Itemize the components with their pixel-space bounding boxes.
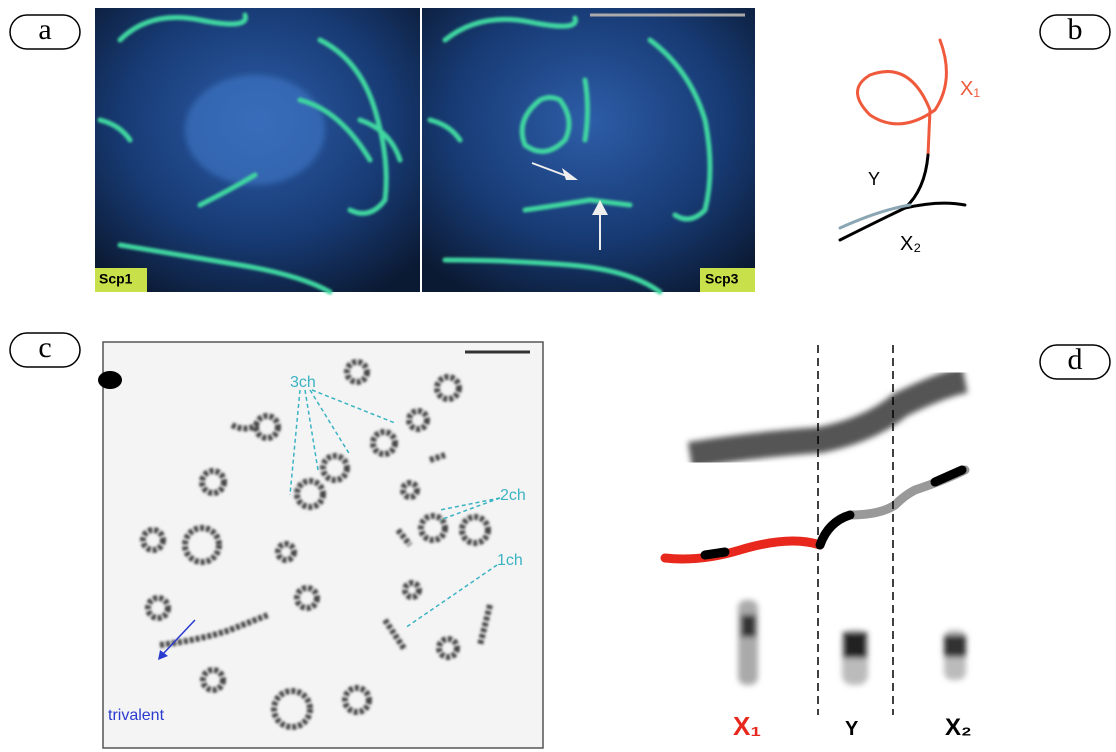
annotation: trivalent (108, 707, 165, 724)
annotation: 1ch (497, 552, 523, 569)
label-x2: X₂ (945, 714, 972, 741)
diagram-d: X₁ Y X₂ (665, 345, 972, 741)
diagram-b: X₁ Y X₂ (840, 40, 980, 255)
label-y: Y (868, 169, 880, 189)
micrograph-c: 3ch 2ch 1ch trivalent (98, 342, 543, 748)
figure: a b c d Scp1 (0, 0, 1116, 752)
label-x1: X₁ (733, 711, 761, 741)
label-text: c (38, 331, 51, 364)
panel-label-b: b (1040, 13, 1110, 49)
micrograph-scp3: Scp3 (422, 8, 755, 292)
micrograph-scp1: Scp1 (95, 8, 420, 292)
annotation: 3ch (290, 374, 316, 391)
label-x2: X₂ (900, 233, 921, 255)
label-text: d (1068, 343, 1083, 376)
panel-label-c: c (10, 331, 80, 367)
label-text: b (1068, 13, 1083, 46)
stain-tag: Scp1 (99, 271, 133, 287)
label-y: Y (845, 718, 859, 740)
label-x1: X₁ (960, 78, 980, 100)
panel-label-a: a (10, 13, 80, 49)
annotation: 2ch (500, 487, 526, 504)
panel-label-d: d (1040, 343, 1110, 379)
label-text: a (38, 13, 51, 46)
stain-tag: Scp3 (705, 271, 739, 287)
